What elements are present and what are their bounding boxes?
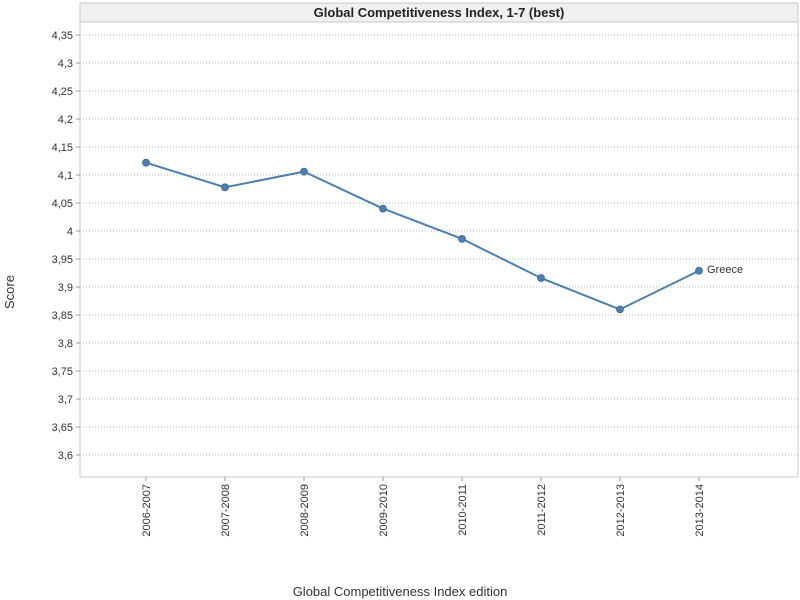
data-point	[379, 204, 387, 213]
y-tick-label: 4,25	[52, 86, 73, 98]
x-tick-label: 2010-2011	[457, 484, 469, 536]
y-tick-label: 3,65	[52, 422, 73, 434]
y-axis-title: Score	[2, 275, 17, 309]
x-tick-label: 2007-2008	[220, 484, 232, 537]
x-tick-label: 2006-2007	[141, 484, 153, 537]
y-tick-label: 4,15	[52, 142, 73, 154]
x-tick-label: 2009-2010	[378, 484, 390, 537]
data-point	[695, 266, 703, 275]
y-tick-label: 4,2	[58, 114, 73, 126]
data-point	[537, 274, 545, 282]
y-tick-label: 4	[67, 226, 73, 238]
data-point	[142, 158, 150, 167]
chart-title: Global Competitiveness Index, 1-7 (best)	[314, 5, 565, 20]
x-tick-label: 2011-2012	[536, 484, 548, 536]
y-tick-label: 3,9	[58, 282, 73, 294]
data-point	[221, 183, 229, 192]
y-tick-label: 4,1	[58, 170, 73, 182]
y-tick-label: 4,3	[58, 58, 73, 70]
x-tick-label: 2008-2009	[299, 484, 311, 537]
y-tick-label: 3,7	[58, 394, 73, 406]
y-tick-label: 3,6	[58, 450, 73, 462]
y-axis-ticks: 3,6 3,65 3,7 3,75 3,8 3,85 3,9 3,95 4 4,05 4,1 4,15…	[52, 30, 80, 462]
series-label: Greece	[707, 264, 743, 276]
x-tick-label: 2013-2014	[694, 484, 706, 537]
x-tick-label: 2012-2013	[615, 484, 627, 537]
y-tick-label: 3,85	[52, 310, 73, 322]
series-greece: Greece	[142, 158, 743, 314]
data-point	[458, 234, 466, 243]
data-point	[616, 305, 624, 314]
y-tick-label: 3,75	[52, 366, 73, 378]
y-tick-label: 3,95	[52, 254, 73, 266]
x-axis-ticks: 2006-2007 2007-2008 2008-2009 2009-2010 2010…	[141, 477, 706, 537]
y-tick-label: 4,35	[52, 30, 73, 42]
x-axis-title: Global Competitiveness Index edition	[293, 584, 508, 599]
data-point	[300, 167, 308, 176]
series-line	[145, 161, 700, 311]
plot-area	[79, 21, 799, 478]
y-tick-label: 3,8	[58, 338, 73, 350]
y-tick-label: 4,05	[52, 198, 73, 210]
